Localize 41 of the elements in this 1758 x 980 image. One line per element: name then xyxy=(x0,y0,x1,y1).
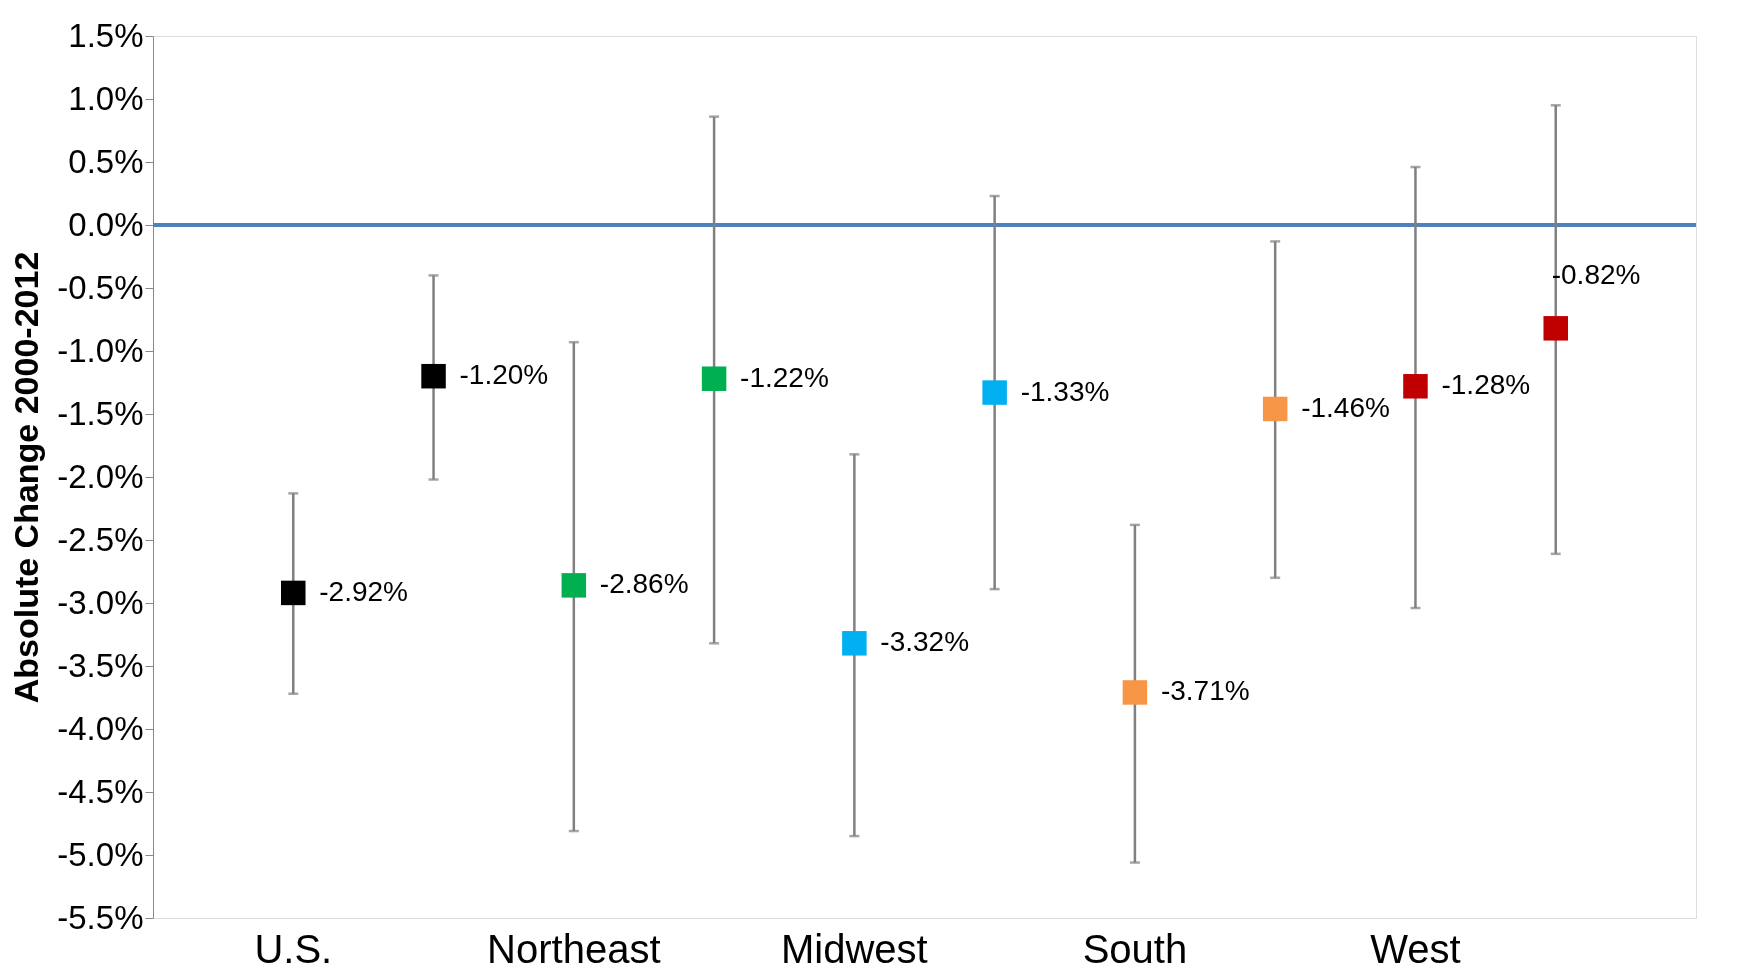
data-label: -3.32% xyxy=(880,626,970,658)
point xyxy=(982,380,1007,405)
data-label: -1.33% xyxy=(1020,375,1110,407)
data-label: -1.28% xyxy=(1441,369,1531,401)
data-label: -3.71% xyxy=(1160,675,1250,707)
data-label: -1.20% xyxy=(459,359,549,391)
y-tick-label: -3.5% xyxy=(57,646,144,684)
point xyxy=(701,366,727,391)
x-tick-label: Midwest xyxy=(781,926,928,971)
x-tick-label: Northeast xyxy=(487,926,661,971)
data-label: -0.82% xyxy=(1551,259,1641,291)
y-tick-label: 0.0% xyxy=(68,205,144,243)
y-axis-title: Absolute Change 2000-2012 xyxy=(7,251,46,704)
y-tick-label: 1.5% xyxy=(68,16,144,54)
y-tick-label: 0.5% xyxy=(68,142,144,180)
x-tick-label: U.S. xyxy=(254,926,333,971)
y-tick-label: -4.0% xyxy=(57,709,144,747)
point xyxy=(421,363,446,389)
y-tick-label: -1.0% xyxy=(57,331,144,369)
y-tick-label: -2.0% xyxy=(57,457,144,495)
y-tick-label: -0.5% xyxy=(57,268,144,306)
point xyxy=(1262,396,1288,422)
data-label: -1.46% xyxy=(1301,391,1390,423)
data-label: -2.92% xyxy=(319,575,408,607)
y-tick-label: -2.5% xyxy=(57,520,144,558)
y-tick-label: -5.5% xyxy=(57,898,144,936)
point xyxy=(561,573,587,598)
x-tick-label: West xyxy=(1370,926,1461,971)
data-label: -2.86% xyxy=(599,568,689,600)
y-tick-label: -4.5% xyxy=(57,772,144,810)
point xyxy=(1403,374,1428,399)
x-tick-label: South xyxy=(1082,926,1188,971)
y-tick-label: -5.0% xyxy=(57,835,144,873)
point xyxy=(842,631,867,656)
y-tick-label: 1.0% xyxy=(68,79,144,117)
point xyxy=(1122,680,1148,705)
point xyxy=(1543,316,1568,341)
y-tick-label: -1.5% xyxy=(57,394,144,432)
point xyxy=(281,580,306,606)
data-label: -1.22% xyxy=(740,361,829,393)
y-tick-label: -3.0% xyxy=(57,583,144,621)
